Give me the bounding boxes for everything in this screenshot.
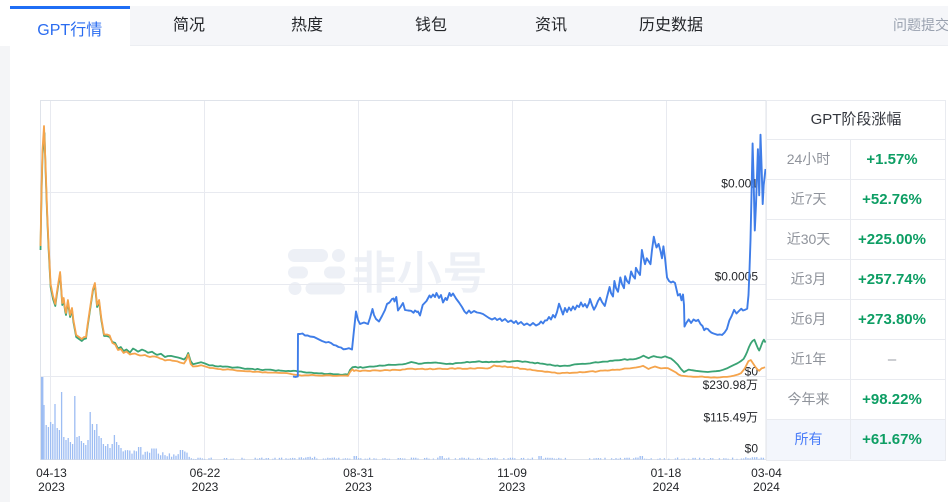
svg-text:$115.49万: $115.49万 (704, 411, 759, 425)
svg-text:非小号: 非小号 (352, 249, 489, 298)
svg-text:$0.0005: $0.0005 (715, 270, 759, 284)
svg-text:$230.98万: $230.98万 (703, 378, 758, 392)
svg-text:$0.001: $0.001 (721, 177, 758, 191)
svg-text:$0: $0 (745, 365, 759, 379)
svg-text:$0: $0 (745, 442, 759, 456)
